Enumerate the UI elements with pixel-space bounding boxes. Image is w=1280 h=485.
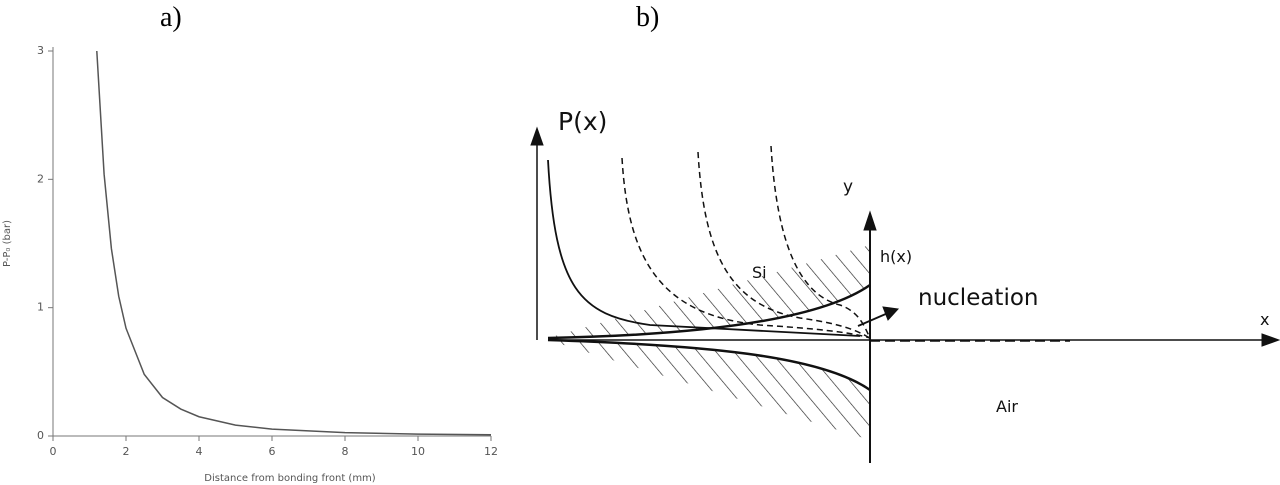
x-tick-label: 4 — [196, 445, 203, 458]
si-hatch — [548, 340, 870, 440]
label: y — [843, 177, 853, 197]
x-axis-label: Distance from bonding front (mm) — [204, 473, 376, 484]
pressure-curve — [621, 157, 871, 339]
interface — [547, 338, 871, 392]
y-tick-label: 3 — [37, 44, 44, 57]
label: h(x) — [880, 247, 912, 266]
nucleation-arrow — [857, 312, 889, 327]
x-tick-label: 0 — [50, 445, 57, 458]
y-tick-label: 2 — [37, 172, 44, 185]
label: Si — [752, 263, 767, 282]
data-line — [96, 50, 492, 436]
label: x — [1260, 310, 1269, 329]
arrow — [1261, 333, 1280, 347]
y-tick-label: 0 — [37, 429, 44, 442]
panel-label: a) — [160, 2, 182, 33]
pressure-curve — [697, 151, 871, 339]
x-tick-label: 6 — [269, 445, 276, 458]
x-tick-label: 10 — [411, 445, 425, 458]
label: Air — [996, 397, 1018, 416]
diagram-b — [530, 126, 1280, 463]
pressure-curve — [547, 159, 861, 337]
x-tick-label: 8 — [342, 445, 349, 458]
panel-label: b) — [636, 2, 659, 33]
arrow — [882, 306, 900, 321]
y-axis-label: P-P₀ (bar) — [2, 220, 13, 267]
y-tick-label: 1 — [37, 301, 44, 314]
label: nucleation — [918, 285, 1039, 311]
arrow — [530, 126, 544, 146]
x-tick-label: 2 — [123, 445, 130, 458]
x-tick-label: 12 — [484, 445, 498, 458]
arrow — [863, 210, 877, 231]
si-hatch — [548, 245, 870, 338]
label: P(x) — [558, 107, 607, 136]
